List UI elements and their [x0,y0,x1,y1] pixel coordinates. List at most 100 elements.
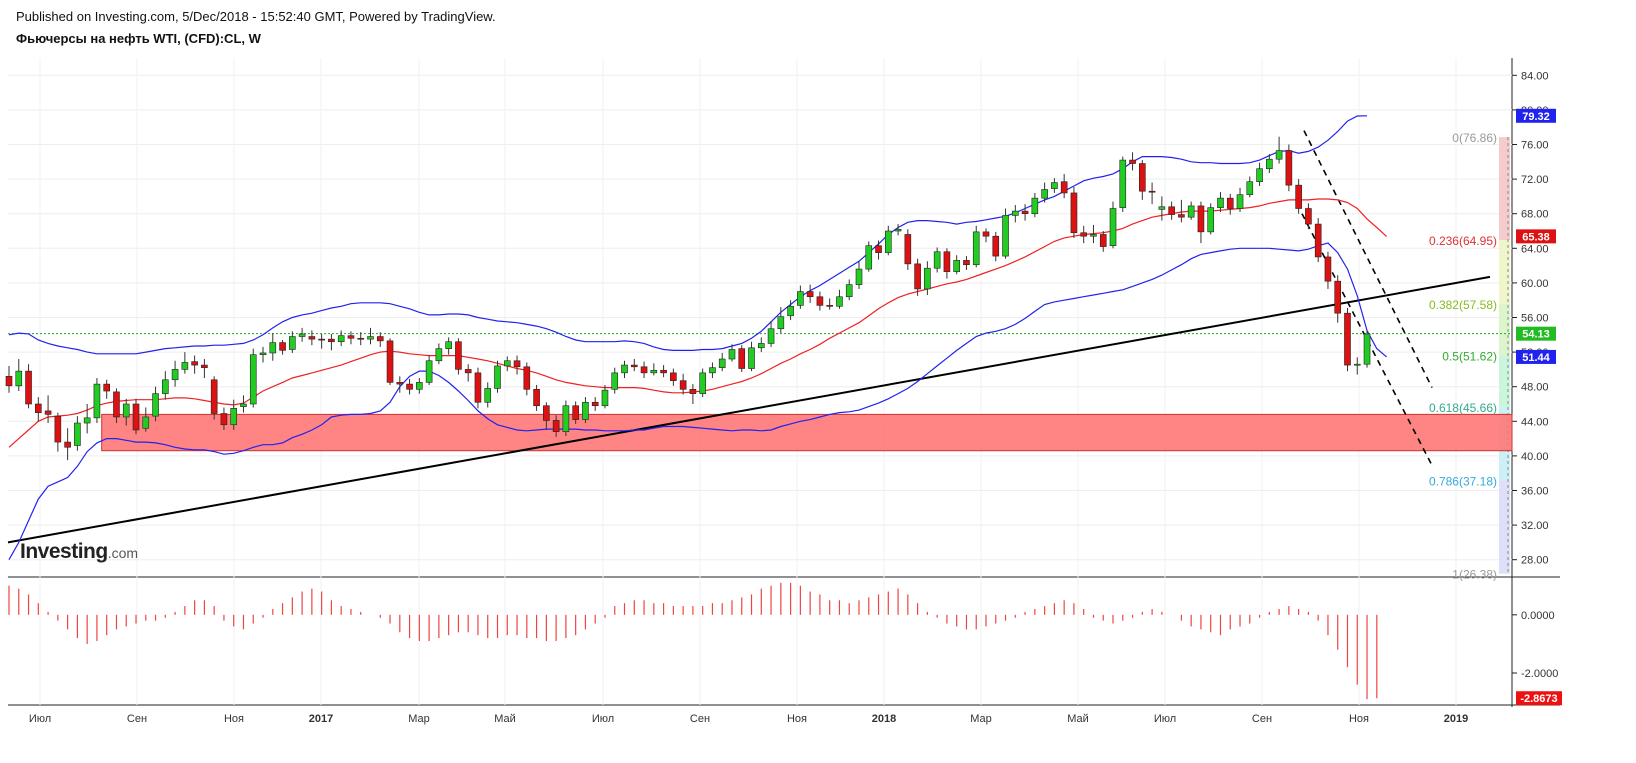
candle-body [845,284,853,298]
candle-body [337,335,345,343]
candle-body [513,360,521,368]
x-tick-label: Июл [1154,713,1176,725]
candle-body [767,328,775,344]
candle-body [709,367,716,374]
candle-body [152,393,159,417]
candle-body [318,338,325,341]
candle-body [1353,363,1361,366]
channel-lower-line [1301,213,1433,466]
candle-body [1178,214,1185,218]
x-tick-label: 2018 [872,713,896,725]
candle-body [1119,159,1127,208]
y-tick-label: 76.00 [1521,140,1549,152]
fib-level-label: 0.5(51.62) [1442,349,1497,363]
candle-body [162,379,169,394]
y-tick-label: 28.00 [1521,555,1549,567]
candle-body [15,370,23,387]
candle-body [1002,215,1009,257]
fib-level-label: 1(26.38) [1452,568,1497,582]
candle-body [376,336,384,342]
trendline [7,275,1491,544]
x-tick-label: 2019 [1444,713,1468,725]
y-tick-label: 44.00 [1521,416,1549,428]
candle-body [963,260,970,266]
price-label-box [1516,229,1556,244]
y-tick-label: 56.00 [1521,313,1549,325]
candle-body [855,268,863,285]
fib-band [1499,137,1510,241]
candle-body [806,291,814,298]
candle-body [1129,159,1136,164]
candle-body [455,341,462,370]
fib-level-label: 0.618(45.66) [1429,401,1497,415]
candle-body [621,364,628,374]
candle-body [289,336,296,350]
candle-body [5,376,13,387]
candle-body [1295,184,1302,209]
x-tick-label: Ноя [224,713,244,725]
candle-body [552,420,560,432]
candle-body [787,305,794,317]
y-tick-label: 68.00 [1521,209,1549,221]
candle-body [464,369,472,374]
candle-body [1305,208,1312,225]
candle-body [328,338,335,343]
candle-body [1334,280,1342,314]
chart-title: Фьючерсы на нефть WTI, (CFD):CL, W [16,31,261,46]
y-tick-label: 36.00 [1521,486,1549,498]
fib-level-label: 0.382(57.58) [1429,298,1497,312]
candle-body [259,352,267,355]
x-tick-label: Мар [970,713,992,725]
candle-body [679,380,687,390]
chart-header: Published on Investing.com, 5/Dec/2018 -… [16,8,496,48]
candle-body [220,413,228,426]
candle-body [435,348,443,362]
fib-band [1499,303,1510,356]
candle-body [386,340,394,383]
x-tick-label: Сен [127,713,147,725]
price-label-box [1516,326,1556,341]
candle-body [1324,256,1332,282]
candle-body [943,251,951,272]
candle-body [1363,333,1371,365]
candle-body [93,383,101,419]
candle-body [396,382,404,385]
bollinger-upper-line [8,115,1368,355]
candle-body [582,401,589,420]
candle-body [533,388,540,407]
candle-body [904,234,912,265]
candle-body [406,383,413,390]
macd-label-box [1516,691,1562,706]
candle-body [308,336,316,340]
candle-body [210,379,218,414]
candle-body [113,391,120,418]
candle-body [1197,205,1205,233]
candle-body [757,343,765,349]
candle-body [249,354,257,405]
candle-body [601,389,609,407]
fib-level-label: 0(76.86) [1452,131,1497,145]
published-note: Published on Investing.com, 5/Dec/2018 -… [16,9,496,24]
candle-body [1158,206,1166,210]
candle-body [474,372,482,403]
candle-body [650,369,658,374]
candle-body [44,410,52,415]
candle-body [64,441,71,448]
logo-main: Investing [20,540,108,563]
candle-body [1285,150,1293,186]
x-tick-label: Ноя [1349,713,1369,725]
candle-body [630,364,638,368]
candle-body [1314,223,1322,258]
candle-body [894,228,902,232]
x-tick-label: Май [494,713,516,725]
candle-body [777,316,785,330]
candle-body [1139,163,1146,192]
candle-body [728,349,736,360]
candle-body [670,372,677,381]
candle-body [826,305,833,307]
candle-body [836,296,843,307]
fib-band [1499,240,1510,304]
candle-body [699,372,706,394]
candle-body [797,291,804,306]
